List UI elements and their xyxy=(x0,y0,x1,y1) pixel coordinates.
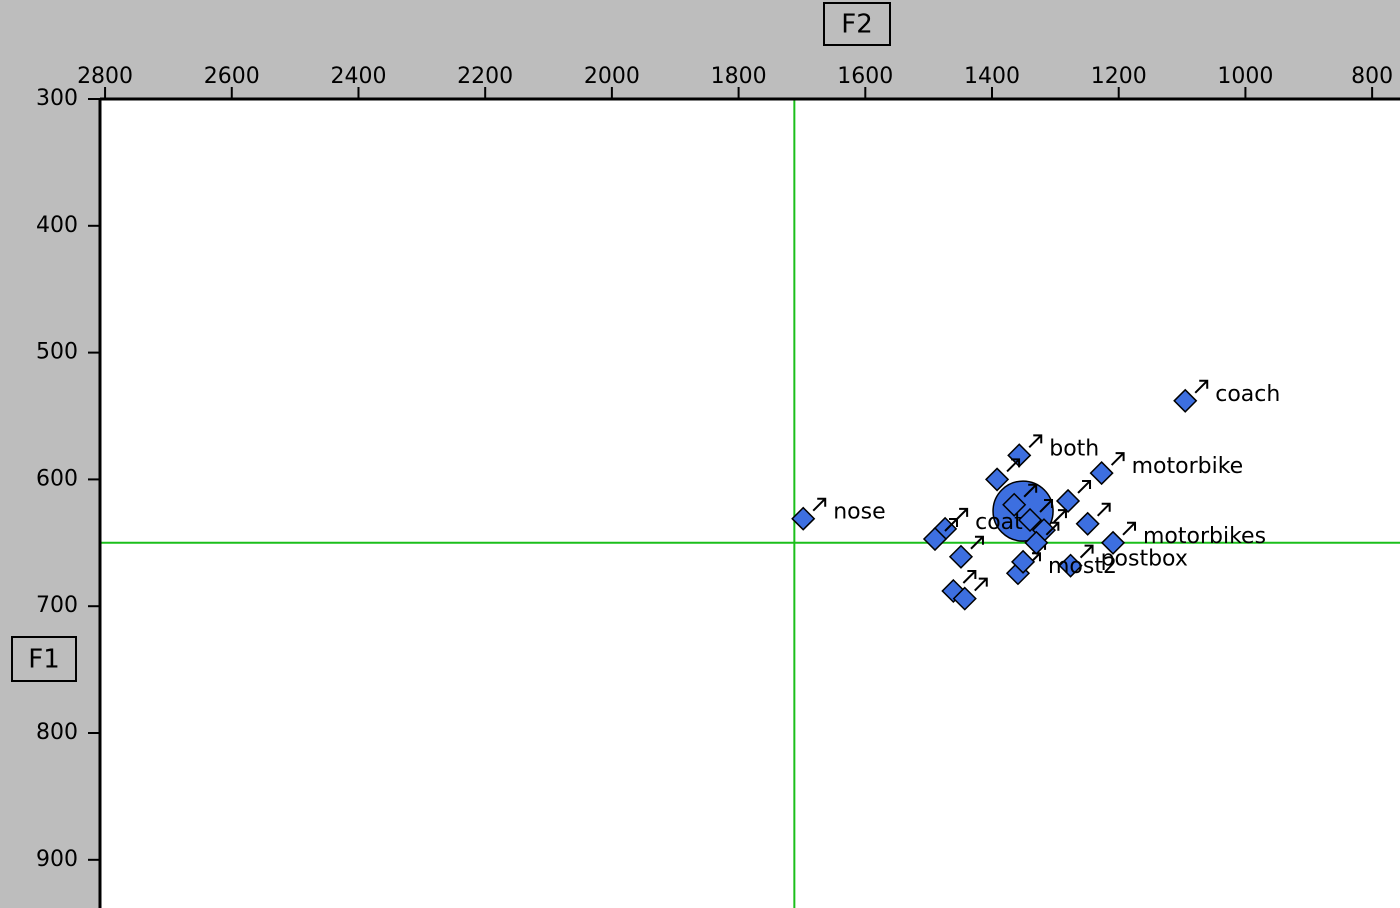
x-tick-label: 2600 xyxy=(204,64,260,89)
point xyxy=(1089,461,1114,486)
point-arrow xyxy=(1039,498,1054,513)
point xyxy=(1100,530,1126,555)
point xyxy=(1055,488,1081,514)
point xyxy=(1024,530,1049,555)
y-tick-label: 900 xyxy=(36,847,78,872)
point xyxy=(1002,492,1027,517)
y-axis-title: F1 xyxy=(28,645,60,675)
x-tick-label: 800 xyxy=(1351,64,1393,89)
x-tick-label: 2200 xyxy=(457,64,513,89)
y-tick-label: 700 xyxy=(36,593,78,618)
y-tick-label: 400 xyxy=(36,213,78,238)
point xyxy=(1173,388,1198,413)
x-tick-label: 1000 xyxy=(1217,64,1273,89)
point-arrow xyxy=(1028,434,1043,449)
y-tick-label: 600 xyxy=(36,466,78,491)
point-arrow xyxy=(1077,479,1092,494)
x-tick-label: 1800 xyxy=(711,64,767,89)
x-tick-label: 2800 xyxy=(77,64,133,89)
point-arrow xyxy=(974,577,988,592)
y-tick-label: 500 xyxy=(36,340,78,365)
point xyxy=(952,586,977,611)
x-tick-label: 1200 xyxy=(1091,64,1147,89)
x-tick-label: 2000 xyxy=(584,64,640,89)
y-tick-label: 300 xyxy=(36,86,78,111)
point-label: motorbikes xyxy=(1143,524,1266,549)
point-arrow xyxy=(1045,521,1060,536)
point-arrow xyxy=(944,518,958,532)
point-arrow xyxy=(1079,544,1094,559)
point-arrow xyxy=(1053,509,1067,523)
x-axis-title-box xyxy=(823,2,891,46)
point-arrow xyxy=(970,535,984,550)
point-arrow xyxy=(1006,458,1021,473)
point xyxy=(948,544,974,569)
point-arrow xyxy=(1122,521,1137,536)
point xyxy=(1058,553,1083,578)
point xyxy=(922,526,948,552)
point-arrow xyxy=(962,569,977,584)
point xyxy=(1017,507,1043,533)
point xyxy=(1010,549,1036,574)
x-tick-label: 2400 xyxy=(330,64,386,89)
point-label: motorbike xyxy=(1132,454,1244,479)
point-arrow xyxy=(1110,452,1125,466)
point-arrow xyxy=(1023,483,1038,498)
point-arrow xyxy=(812,497,827,512)
point-label: nose xyxy=(833,500,885,525)
point xyxy=(791,506,816,531)
x-axis-title: F2 xyxy=(841,10,873,40)
point xyxy=(1075,511,1100,536)
point-label: both xyxy=(1049,436,1099,461)
point-arrow xyxy=(1096,502,1111,517)
point xyxy=(985,467,1010,492)
y-tick-label: 800 xyxy=(36,720,78,745)
point-label: most2 xyxy=(1048,554,1117,579)
point-label: postbox xyxy=(1101,547,1188,572)
plot-area xyxy=(100,99,1400,908)
y-axis-title-box xyxy=(11,636,77,682)
point-arrow xyxy=(1194,379,1209,394)
point-label: coach xyxy=(1215,382,1280,407)
x-tick-label: 1600 xyxy=(837,64,893,89)
x-tick-label: 1400 xyxy=(964,64,1020,89)
